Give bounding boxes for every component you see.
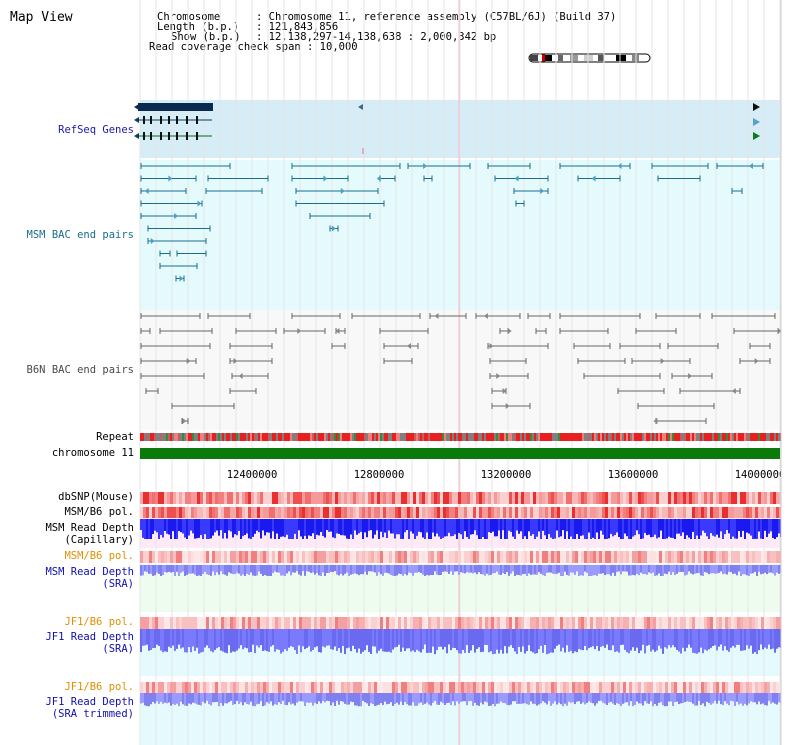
show-key: Show (b.p.) (171, 31, 241, 43)
jf1-b6-pol-label-2[interactable]: JF1/B6 pol. (64, 681, 134, 693)
msm-depth-capillary-label[interactable]: MSM Read Depth (45, 522, 134, 534)
page-title: Map View (10, 10, 73, 25)
msm-depth-sra-label[interactable]: MSM Read Depth (45, 566, 134, 578)
chromosome-key: Chromosome (157, 11, 221, 23)
refseq-genes-label[interactable]: RefSeq Genes (58, 124, 134, 136)
msm-depth-sra-sub: (SRA) (102, 578, 134, 590)
repeat-label[interactable]: Repeat (96, 431, 134, 443)
axis-tick-label: 12400000 (227, 469, 278, 481)
jf1-depth-trimmed-sub: (SRA trimmed) (51, 708, 134, 720)
read-coverage-span: Read coverage check span : 10,000 (149, 41, 358, 53)
jf1-b6-pol-label-1[interactable]: JF1/B6 pol. (64, 616, 134, 628)
jf1-depth-trimmed-label[interactable]: JF1 Read Depth (45, 696, 134, 708)
axis-tick-label: 13200000 (481, 469, 532, 481)
axis-tick-label: 12800000 (354, 469, 405, 481)
axis-tick-label: 14000000 (735, 469, 786, 481)
chromosome-bar (140, 448, 780, 459)
msm-depth-capillary-sub: (Capillary) (64, 534, 134, 546)
msm-b6-pol-label-2[interactable]: MSM/B6 pol. (64, 550, 134, 562)
show-value: : 12,138,297-14,138,638 : 2,000,342 bp (256, 31, 497, 43)
jf1-depth-sra-label[interactable]: JF1 Read Depth (45, 631, 134, 643)
length-value: : 121,843,856 (256, 21, 339, 33)
msm-b6-pol-label-1[interactable]: MSM/B6 pol. (64, 506, 134, 518)
jf1-depth-sra-sub: (SRA) (102, 643, 134, 655)
axis-tick-label: 13600000 (608, 469, 659, 481)
dbsnp-label[interactable]: dbSNP(Mouse) (58, 491, 134, 503)
msm-bac-label[interactable]: MSM BAC end pairs (26, 229, 134, 241)
chromosome-label[interactable]: chromosome 11 (51, 447, 134, 459)
b6n-bac-label[interactable]: B6N BAC end pairs (26, 364, 134, 376)
